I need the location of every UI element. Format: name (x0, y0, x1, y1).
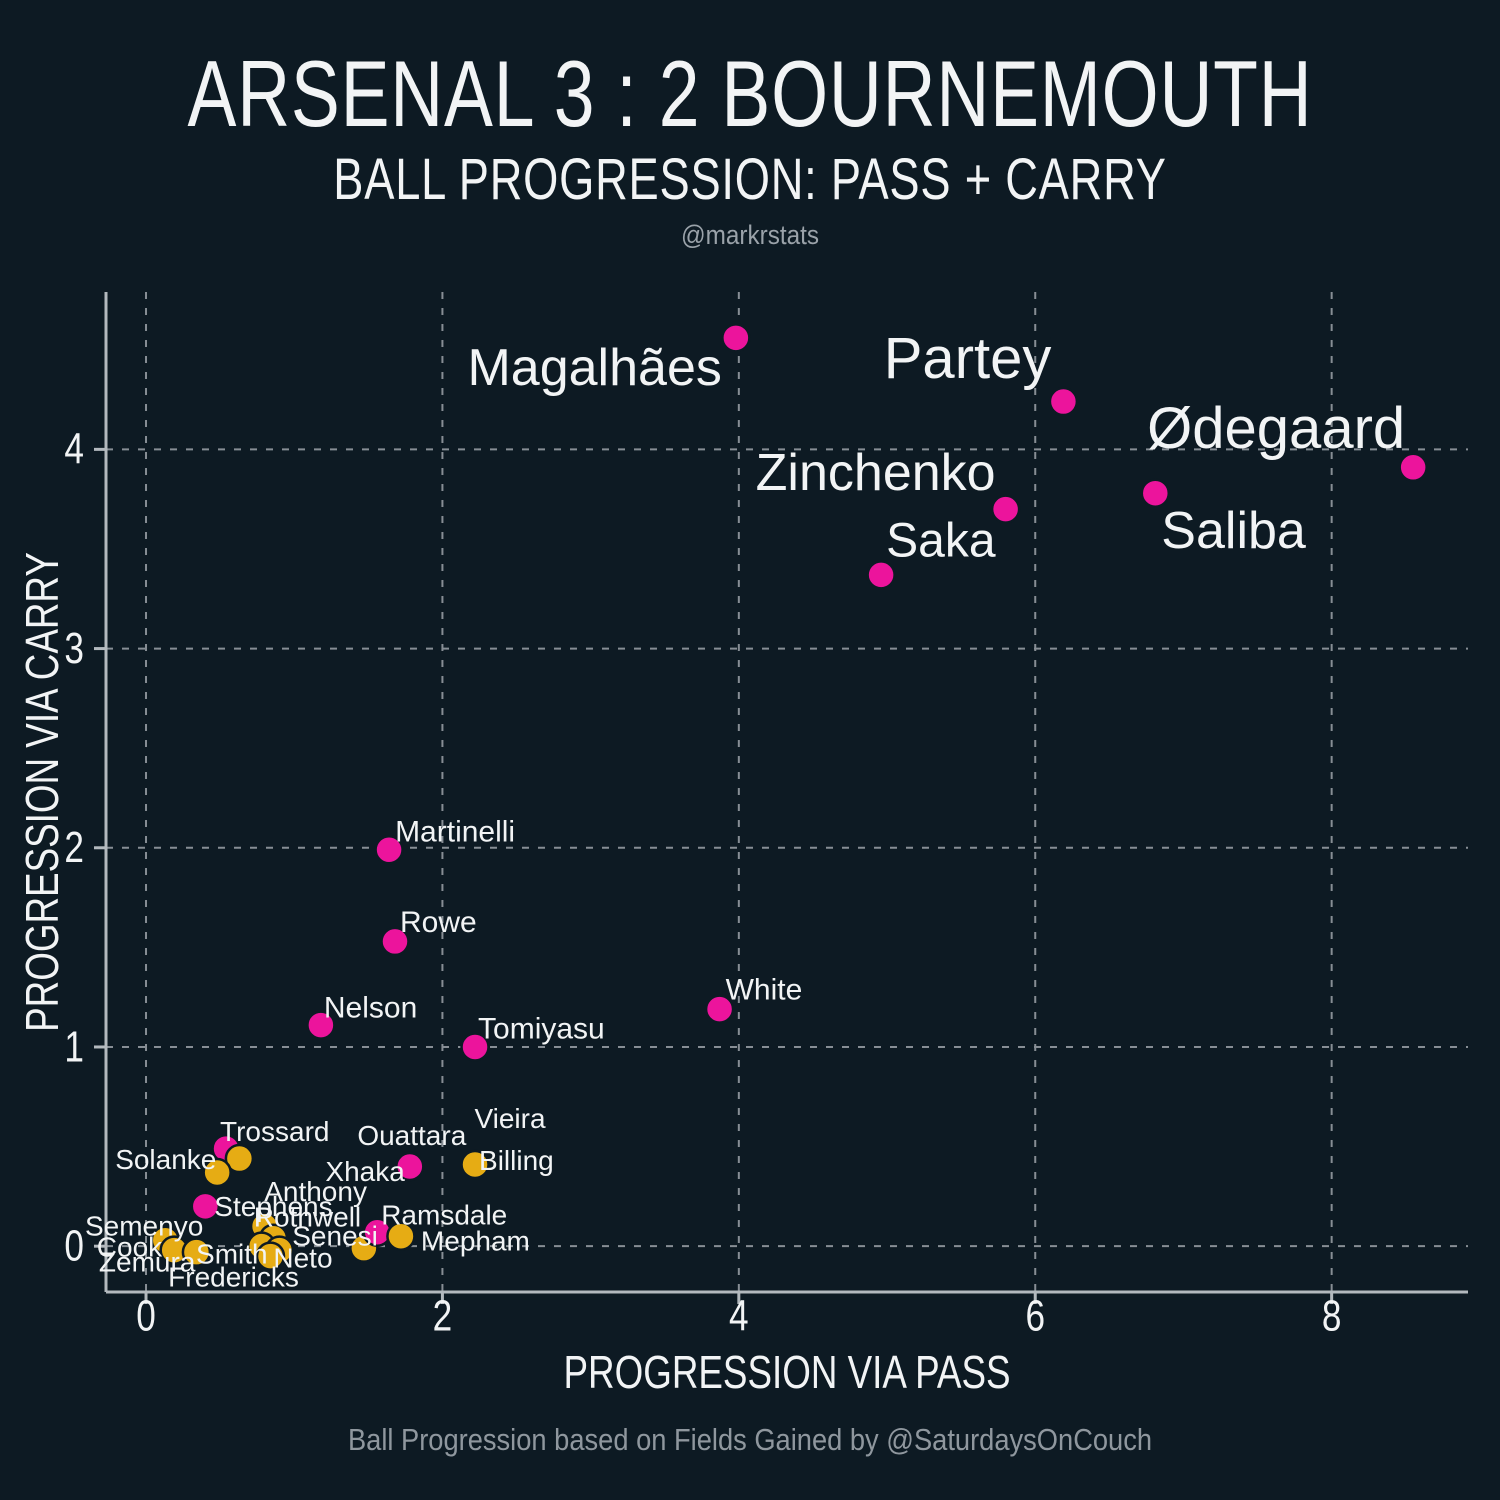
y-tick-label-3: 3 (64, 624, 84, 673)
point-rowe (380, 926, 410, 957)
point-label-senesi: Senesi (292, 1221, 378, 1252)
point-label-magalhães: Magalhães (467, 339, 721, 397)
point-label-tomiyasu: Tomiyasu (478, 1012, 605, 1045)
point-label-trossard: Trossard (220, 1116, 329, 1147)
point-tomiyasu (460, 1032, 490, 1062)
x-tick-label-2: 2 (433, 1292, 453, 1341)
y-axis-title: PROGRESSION VIA CARRY (16, 552, 68, 1032)
x-axis-title: PROGRESSION VIA PASS (563, 1346, 1010, 1398)
point-white (704, 994, 735, 1024)
author-handle: @markrstats (680, 220, 820, 250)
point-unlabeled (202, 1157, 232, 1188)
point-label-anthony: Anthony (264, 1176, 367, 1207)
point-label-nelson: Nelson (324, 992, 417, 1025)
point-label-white: White (726, 974, 803, 1007)
page-title: ARSENAL 3 : 2 BOURNEMOUTH (187, 41, 1313, 146)
x-tick-label-6: 6 (1025, 1292, 1045, 1341)
point-partey (1048, 386, 1079, 417)
point-label-zinchenko: Zinchenko (756, 444, 996, 502)
point-saka (866, 560, 896, 590)
point-solanke (224, 1143, 255, 1174)
point-label-partey: Partey (884, 326, 1052, 391)
y-tick-label-1: 1 (64, 1023, 84, 1072)
y-tick-label-0: 0 (64, 1222, 84, 1271)
point-label-zemura: Zemura (99, 1247, 196, 1278)
point-label-semenyo: Semenyo (85, 1211, 203, 1242)
x-tick-label-0: 0 (136, 1292, 156, 1341)
point-zinchenko (990, 494, 1021, 524)
point-label-mepham: Mepham (421, 1226, 530, 1257)
y-tick-label-2: 2 (64, 823, 84, 872)
point-zemura (181, 1237, 212, 1267)
point-fredericks (255, 1241, 286, 1271)
point-label-xhaka: Xhaka (325, 1156, 405, 1187)
point-label-fredericks: Fredericks (168, 1262, 299, 1293)
point-label-cook: Cook (97, 1232, 163, 1263)
point-label-saka: Saka (886, 514, 996, 567)
point-mepham (386, 1221, 416, 1251)
point-label-saliba: Saliba (1161, 502, 1306, 560)
point-label-ødegaard: Ødegaard (1147, 396, 1405, 461)
point-saliba (1140, 478, 1171, 508)
point-magalhães (721, 323, 751, 353)
point-label-ouattara: Ouattara (357, 1120, 466, 1151)
point-xhaka (395, 1151, 425, 1182)
point-stephens (190, 1191, 221, 1222)
x-tick-label-4: 4 (729, 1292, 749, 1341)
y-tick-label-4: 4 (64, 425, 84, 474)
point-label-solanke: Solanke (115, 1144, 216, 1175)
page-subtitle: BALL PROGRESSION: PASS + CARRY (333, 147, 1167, 212)
point-label-neto: Neto (273, 1243, 332, 1274)
point-nelson (306, 1010, 336, 1040)
point-martinelli (374, 835, 404, 865)
x-tick-label-8: 8 (1322, 1292, 1342, 1341)
point-label-smith: Smith (196, 1239, 268, 1270)
point-billing (460, 1149, 490, 1180)
point-label-billing: Billing (479, 1145, 554, 1176)
point-ødegaard (1398, 452, 1428, 483)
footer-note: Ball Progression based on Fields Gained … (347, 1422, 1153, 1457)
point-label-martinelli: Martinelli (395, 815, 515, 848)
point-label-ramsdale: Ramsdale (381, 1200, 507, 1231)
point-label-rowe: Rowe (400, 906, 477, 939)
point-label-vieira: Vieira (474, 1103, 546, 1134)
point-label-rothwell: Rothwell (254, 1202, 361, 1233)
point-label-stephens: Stephens (214, 1191, 332, 1222)
